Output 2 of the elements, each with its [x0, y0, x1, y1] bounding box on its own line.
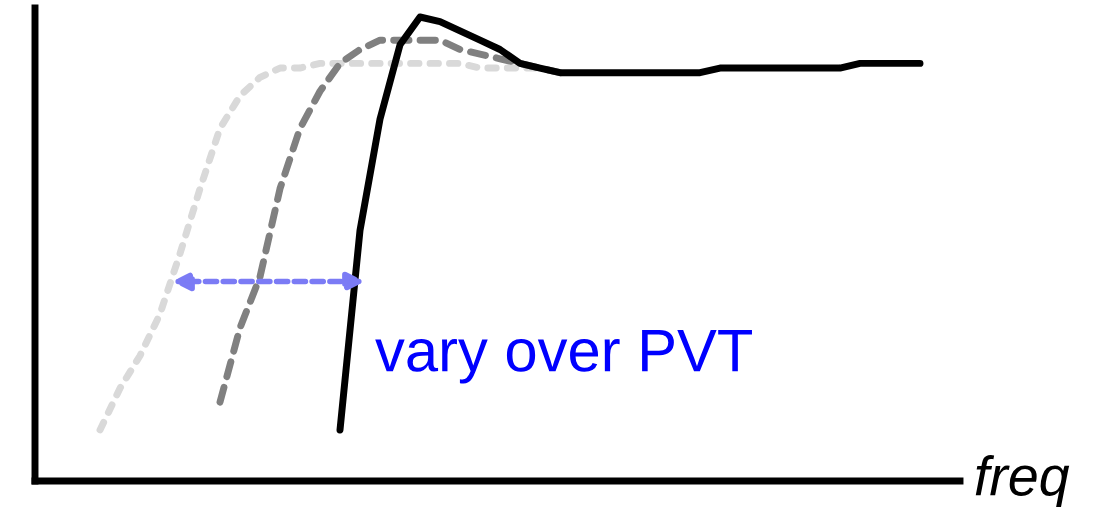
annotation: vary over PVT: [375, 330, 752, 384]
x-axis-title: freq: [975, 455, 1070, 507]
